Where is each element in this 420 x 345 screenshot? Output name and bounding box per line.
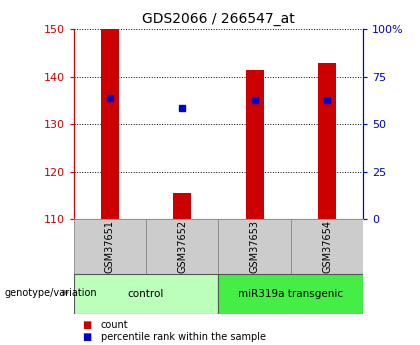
Bar: [246, 70, 264, 219]
Text: genotype/variation: genotype/variation: [4, 288, 97, 297]
Text: count: count: [101, 320, 129, 330]
Bar: [318, 62, 336, 219]
Text: GSM37654: GSM37654: [322, 220, 332, 273]
Text: percentile rank within the sample: percentile rank within the sample: [101, 333, 266, 342]
Text: miR319a transgenic: miR319a transgenic: [238, 289, 344, 299]
Text: GSM37651: GSM37651: [105, 220, 115, 273]
Bar: [74, 274, 218, 314]
Bar: [218, 219, 291, 274]
Title: GDS2066 / 266547_at: GDS2066 / 266547_at: [142, 11, 295, 26]
Text: control: control: [128, 289, 164, 299]
Bar: [146, 219, 218, 274]
Text: GSM37653: GSM37653: [249, 220, 260, 273]
Bar: [101, 29, 119, 219]
Bar: [218, 274, 363, 314]
Bar: [173, 193, 191, 219]
Text: ■: ■: [82, 320, 91, 330]
Bar: [291, 219, 363, 274]
Text: GSM37652: GSM37652: [177, 220, 187, 273]
Bar: [74, 219, 146, 274]
Text: ■: ■: [82, 333, 91, 342]
